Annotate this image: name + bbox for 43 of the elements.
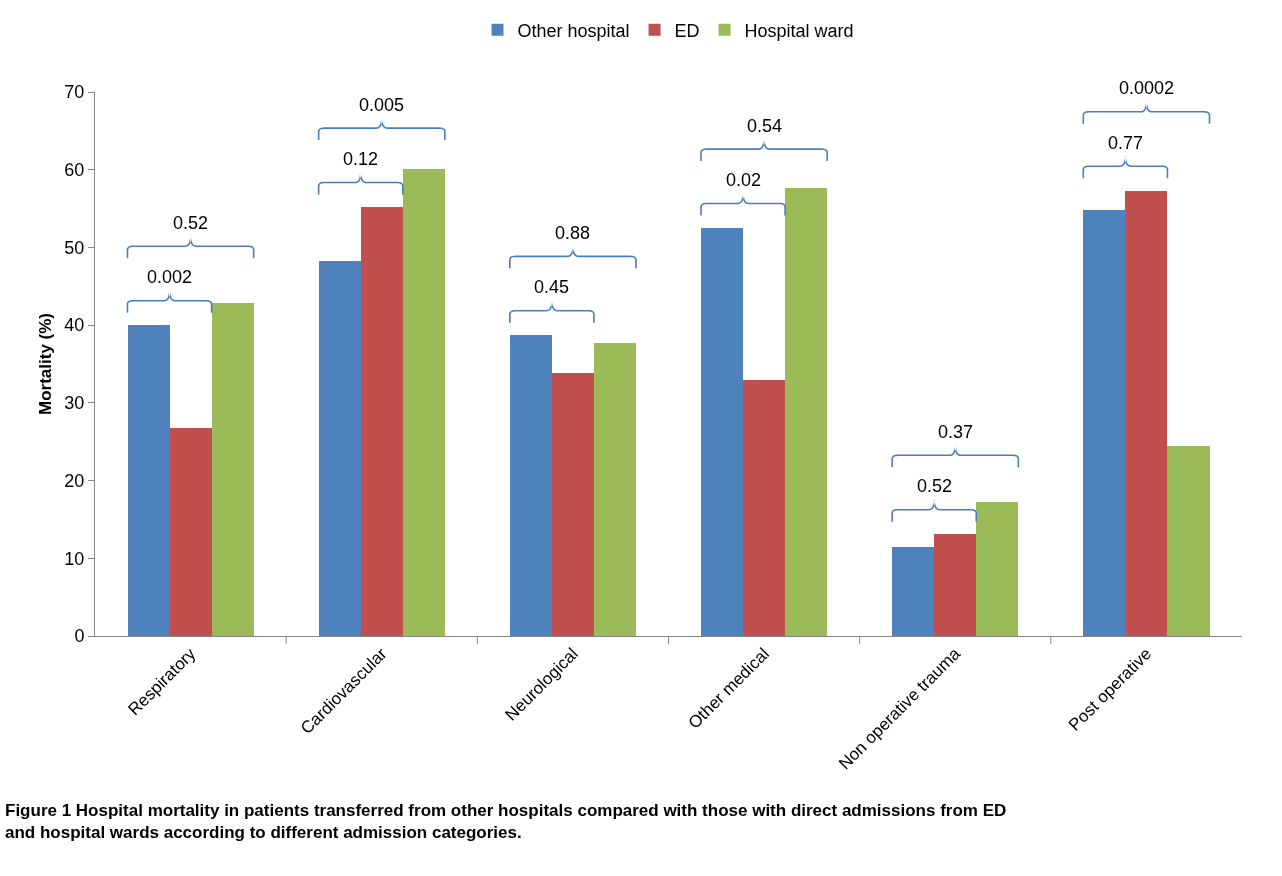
annotation: 0.88 bbox=[555, 223, 591, 243]
bar bbox=[403, 169, 445, 636]
bar bbox=[361, 207, 403, 636]
bar bbox=[170, 428, 212, 636]
y-tick-label: 10 bbox=[64, 548, 85, 569]
legend-label: Other hospital bbox=[517, 20, 630, 41]
y-axis-title: Mortality (%) bbox=[36, 313, 55, 415]
annotation: 0.005 bbox=[359, 95, 405, 115]
annotation: 0.12 bbox=[343, 149, 379, 169]
bar bbox=[743, 380, 785, 636]
bar bbox=[1167, 446, 1210, 636]
y-tick-label: 20 bbox=[64, 470, 85, 491]
annotation: 0.45 bbox=[534, 277, 570, 297]
bar bbox=[1125, 191, 1167, 636]
annotation: 0.02 bbox=[726, 170, 762, 190]
y-tick-label: 40 bbox=[64, 315, 85, 336]
bar bbox=[510, 335, 552, 636]
y-tick-label: 60 bbox=[64, 160, 85, 181]
bar bbox=[552, 373, 594, 636]
annotation: 0.52 bbox=[917, 476, 953, 496]
annotation: 0.37 bbox=[938, 422, 974, 442]
y-tick-label: 50 bbox=[64, 237, 85, 258]
bar bbox=[785, 188, 827, 636]
bar bbox=[701, 228, 743, 636]
bar bbox=[128, 325, 170, 636]
annotation: 0.0002 bbox=[1119, 78, 1175, 98]
bar bbox=[212, 303, 254, 636]
legend-label: ED bbox=[674, 20, 700, 41]
y-tick-label: 30 bbox=[64, 393, 85, 414]
bar bbox=[319, 261, 361, 636]
annotation: 0.77 bbox=[1108, 133, 1144, 153]
y-tick-label: 0 bbox=[74, 626, 85, 647]
bar bbox=[892, 547, 934, 636]
bar bbox=[594, 343, 636, 636]
annotation: 0.52 bbox=[173, 213, 209, 233]
annotation: 0.54 bbox=[747, 116, 783, 136]
bar bbox=[934, 534, 976, 636]
bar bbox=[1083, 210, 1125, 636]
annotation: 0.002 bbox=[147, 267, 193, 287]
bar bbox=[976, 502, 1018, 636]
y-tick-label: 70 bbox=[64, 82, 85, 103]
caption: Figure 1 Hospital mortality in patients transferred from other hospitals compared with those with direct admissions from ED and hospital wards according to different admission categories. bbox=[5, 801, 1007, 843]
legend-label: Hospital ward bbox=[744, 20, 854, 41]
